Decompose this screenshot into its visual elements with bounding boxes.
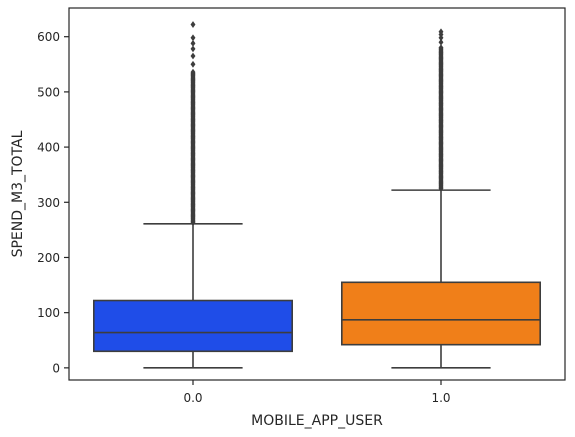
outlier-point [190, 21, 196, 28]
outlier-point [190, 34, 196, 42]
y-axis: 0 100 200 300 400 500 600 [37, 30, 69, 375]
y-tick-label: 100 [37, 306, 60, 320]
plot-frame [68, 7, 566, 381]
y-tick-label: 500 [37, 85, 60, 99]
box-iqr [340, 281, 541, 346]
outlier-point [190, 39, 196, 47]
y-tick-label: 0 [52, 361, 60, 375]
box-group-0.0 [93, 21, 293, 369]
box-iqr [93, 299, 293, 353]
y-tick-label: 400 [37, 141, 60, 155]
x-tick-label: 1.0 [431, 391, 450, 405]
x-axis-label: MOBILE_APP_USER [251, 413, 383, 429]
y-tick-label: 600 [37, 30, 60, 44]
y-axis-label: SPEND_M3_TOTAL [10, 130, 26, 257]
x-tick-label: 0.0 [183, 391, 202, 405]
outlier-point [438, 44, 444, 52]
y-tick-label: 200 [37, 251, 60, 265]
outlier-point [190, 52, 196, 60]
outlier-point [190, 68, 196, 76]
outlier-point [438, 28, 444, 36]
y-tick-label: 300 [37, 196, 60, 210]
outlier-point [190, 45, 196, 53]
x-axis: 0.0 1.0 [183, 380, 451, 405]
outlier-point [190, 60, 196, 68]
outlier-point [438, 38, 444, 46]
box-group-1.0 [340, 28, 541, 369]
chart-marks [93, 21, 541, 369]
